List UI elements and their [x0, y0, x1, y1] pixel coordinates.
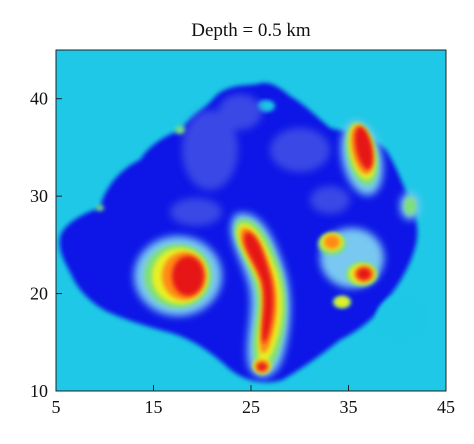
chart-title: Depth = 0.5 km: [191, 20, 311, 41]
x-axis: 5 15 25 35 45: [52, 385, 455, 417]
y-tick-label: 20: [30, 284, 48, 304]
anomaly-core: [357, 268, 371, 280]
x-tick-label: 5: [52, 397, 61, 417]
anomaly-core: [172, 256, 204, 296]
cyan-gap: [376, 296, 424, 340]
x-tick-label: 25: [242, 397, 260, 417]
anomaly-core: [257, 363, 267, 371]
red-contours: [172, 126, 374, 371]
x-tick-label: 45: [437, 397, 455, 417]
x-tick-label: 15: [145, 397, 163, 417]
purple-shading: [170, 94, 350, 226]
y-tick-label: 10: [30, 381, 48, 401]
y-tick-label: 40: [30, 89, 48, 109]
y-axis: 10 20 30 40: [30, 89, 62, 401]
y-tick-label: 30: [30, 186, 48, 206]
anomaly-core: [243, 232, 274, 344]
plot-area: [56, 50, 446, 391]
x-tick-label: 35: [340, 397, 358, 417]
anomaly-core: [354, 126, 374, 170]
